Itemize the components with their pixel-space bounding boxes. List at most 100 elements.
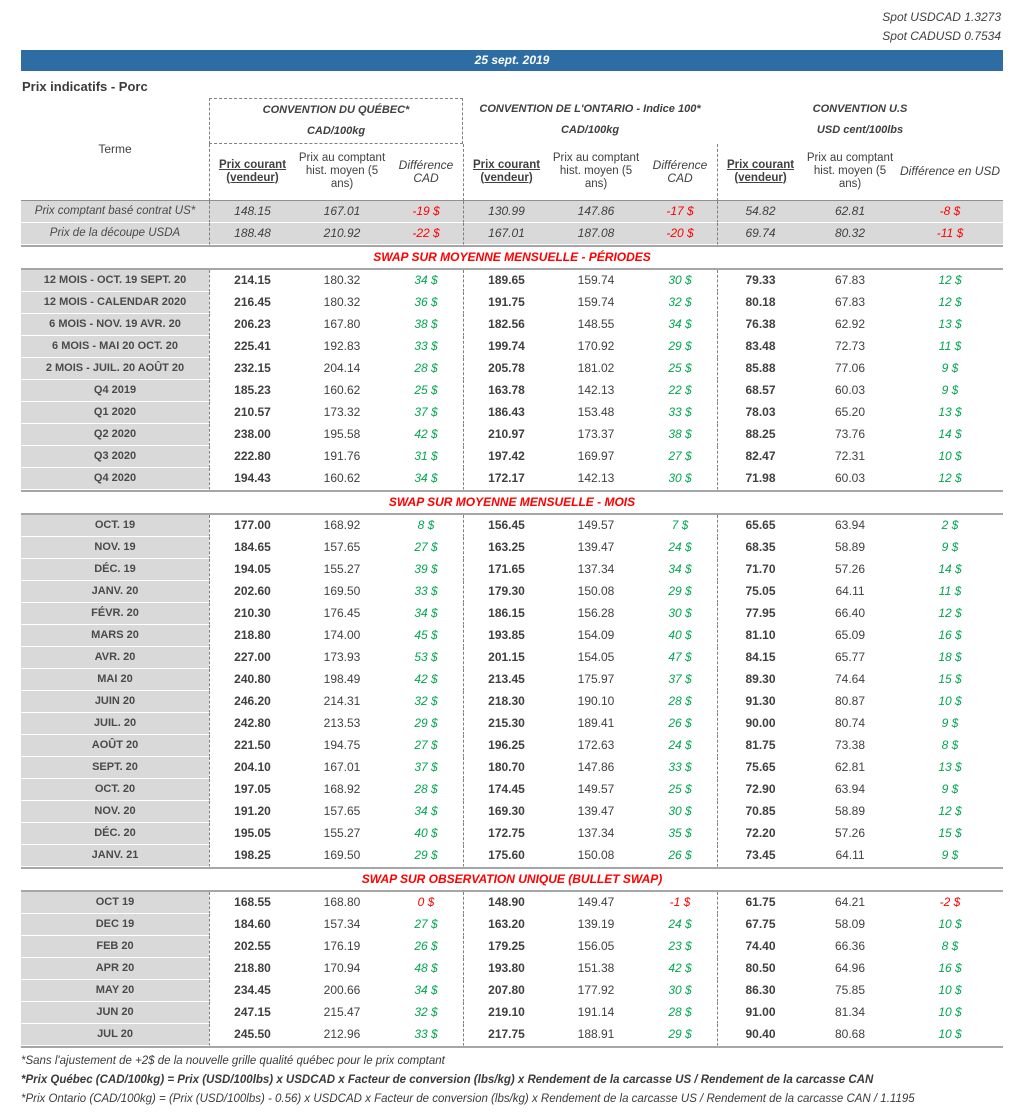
table-row: 12 MOIS - CALENDAR 2020 216.45 180.32 36 $1…: [21, 292, 1004, 314]
difference-cell: 39 $: [389, 559, 464, 581]
prix-comptant-cell: 151.38: [549, 958, 644, 980]
prix-comptant-cell: 198.49: [295, 669, 389, 691]
terme-cell: FEB 20: [21, 936, 209, 958]
difference-cell: 30 $: [643, 603, 718, 625]
price-table-header: Terme CONVENTION DU QUÉBEC* CAD/100kg CO…: [21, 98, 1004, 201]
prix-courant-cell: 156.45: [463, 515, 550, 537]
prix-comptant-cell: 180.32: [295, 270, 389, 292]
difference-cell: 33 $: [643, 757, 718, 779]
prix-comptant-cell: 81.34: [803, 1002, 898, 1024]
difference-cell: 29 $: [643, 336, 718, 358]
difference-cell: 12 $: [897, 603, 1004, 625]
section-header-row: SWAP SUR MOYENNE MENSUELLE - MOIS: [21, 490, 1004, 515]
prix-courant-cell: 210.97: [463, 424, 550, 446]
terme-cell: NOV. 20: [21, 801, 209, 823]
prix-comptant-cell: 154.05: [549, 647, 644, 669]
prix-comptant-cell: 149.57: [549, 779, 644, 801]
prix-courant-cell: 210.57: [209, 402, 295, 424]
difference-cell: 36 $: [389, 292, 464, 314]
terme-cell: Q3 2020: [21, 446, 209, 468]
prix-courant-cell: 54.82: [717, 201, 804, 223]
table-row: 6 MOIS - MAI 20 OCT. 20 225.41 192.83 33 $1…: [21, 336, 1004, 358]
prix-courant-cell: 169.30: [463, 801, 550, 823]
difference-cell: 28 $: [389, 779, 464, 801]
difference-cell: 27 $: [389, 914, 464, 936]
terme-cell: Q1 2020: [21, 402, 209, 424]
prix-courant-cell: 219.10: [463, 1002, 550, 1024]
difference-cell: 12 $: [897, 801, 1004, 823]
prix-comptant-cell: 215.47: [295, 1002, 389, 1024]
prix-comptant-cell: 62.81: [803, 757, 898, 779]
difference-cell: 11 $: [897, 581, 1004, 603]
difference-cell: 15 $: [897, 823, 1004, 845]
section-title: SWAP SUR OBSERVATION UNIQUE (BULLET SWAP…: [21, 867, 1004, 892]
date-banner: 25 sept. 2019: [21, 50, 1003, 71]
difference-cell: 30 $: [643, 270, 718, 292]
prix-comptant-cell: 167.01: [295, 201, 389, 223]
prix-comptant-cell: 194.75: [295, 735, 389, 757]
section-header-row: SWAP SUR OBSERVATION UNIQUE (BULLET SWAP…: [21, 867, 1004, 892]
difference-cell: 10 $: [897, 691, 1004, 713]
prix-comptant-cell: 155.27: [295, 823, 389, 845]
difference-cell: 29 $: [643, 1024, 718, 1046]
prix-comptant-cell: 173.93: [295, 647, 389, 669]
prix-courant-cell: 81.10: [717, 625, 804, 647]
difference-cell: 34 $: [643, 314, 718, 336]
prix-courant-cell: 71.98: [717, 468, 804, 490]
difference-cell: 10 $: [897, 1002, 1004, 1024]
difference-cell: 13 $: [897, 402, 1004, 424]
prix-comptant-cell: 148.55: [549, 314, 644, 336]
prix-courant-cell: 172.75: [463, 823, 550, 845]
table-row: Q4 2020 194.43 160.62 34 $172.17 142.13 30 $7…: [21, 468, 1004, 490]
prix-courant-cell: 194.43: [209, 468, 295, 490]
terme-cell: MAY 20: [21, 980, 209, 1002]
prix-comptant-cell: 58.89: [803, 537, 898, 559]
col-header-ontario-difference: Différence CAD: [643, 144, 718, 201]
convention-ontario-header: CONVENTION DE L'ONTARIO - Indice 100* CA…: [463, 98, 717, 144]
prix-courant-cell: 217.75: [463, 1024, 550, 1046]
prix-comptant-cell: 172.63: [549, 735, 644, 757]
prix-courant-cell: 163.25: [463, 537, 550, 559]
prix-courant-cell: 167.01: [463, 223, 550, 245]
difference-cell: 24 $: [643, 914, 718, 936]
prix-courant-cell: 218.80: [209, 625, 295, 647]
difference-cell: -1 $: [643, 892, 718, 914]
terme-cell: DÉC. 19: [21, 559, 209, 581]
prix-courant-cell: 202.60: [209, 581, 295, 603]
prix-courant-cell: 75.05: [717, 581, 804, 603]
difference-cell: -17 $: [643, 201, 718, 223]
prix-courant-cell: 214.15: [209, 270, 295, 292]
prix-comptant-cell: 80.87: [803, 691, 898, 713]
prix-courant-cell: 232.15: [209, 358, 295, 380]
prix-courant-cell: 174.45: [463, 779, 550, 801]
difference-cell: 42 $: [643, 958, 718, 980]
convention-quebec-header: CONVENTION DU QUÉBEC* CAD/100kg: [209, 98, 464, 144]
prix-courant-cell: 242.80: [209, 713, 295, 735]
prix-comptant-cell: 212.96: [295, 1024, 389, 1046]
terme-cell: JANV. 20: [21, 581, 209, 603]
difference-cell: 28 $: [643, 1002, 718, 1024]
prix-courant-cell: 246.20: [209, 691, 295, 713]
difference-cell: 9 $: [897, 380, 1004, 402]
difference-cell: 45 $: [389, 625, 464, 647]
prix-comptant-cell: 189.41: [549, 713, 644, 735]
prix-courant-cell: 216.45: [209, 292, 295, 314]
prix-courant-cell: 179.25: [463, 936, 550, 958]
difference-cell: 40 $: [643, 625, 718, 647]
terme-cell: DÉC. 20: [21, 823, 209, 845]
prix-comptant-cell: 57.26: [803, 559, 898, 581]
prix-courant-cell: 83.48: [717, 336, 804, 358]
difference-cell: 34 $: [389, 980, 464, 1002]
prix-comptant-cell: 200.66: [295, 980, 389, 1002]
prix-comptant-cell: 167.80: [295, 314, 389, 336]
difference-cell: 48 $: [389, 958, 464, 980]
prix-courant-cell: 234.45: [209, 980, 295, 1002]
prix-comptant-cell: 187.08: [549, 223, 644, 245]
prix-comptant-cell: 65.20: [803, 402, 898, 424]
difference-cell: 12 $: [897, 270, 1004, 292]
difference-cell: 8 $: [389, 515, 464, 537]
convention-us-title: CONVENTION U.S: [812, 103, 908, 115]
prix-comptant-cell: 139.47: [549, 801, 644, 823]
prix-courant-cell: 206.23: [209, 314, 295, 336]
table-row: JUL 20 245.50 212.96 33 $217.75 188.91 29 $90…: [21, 1024, 1004, 1046]
